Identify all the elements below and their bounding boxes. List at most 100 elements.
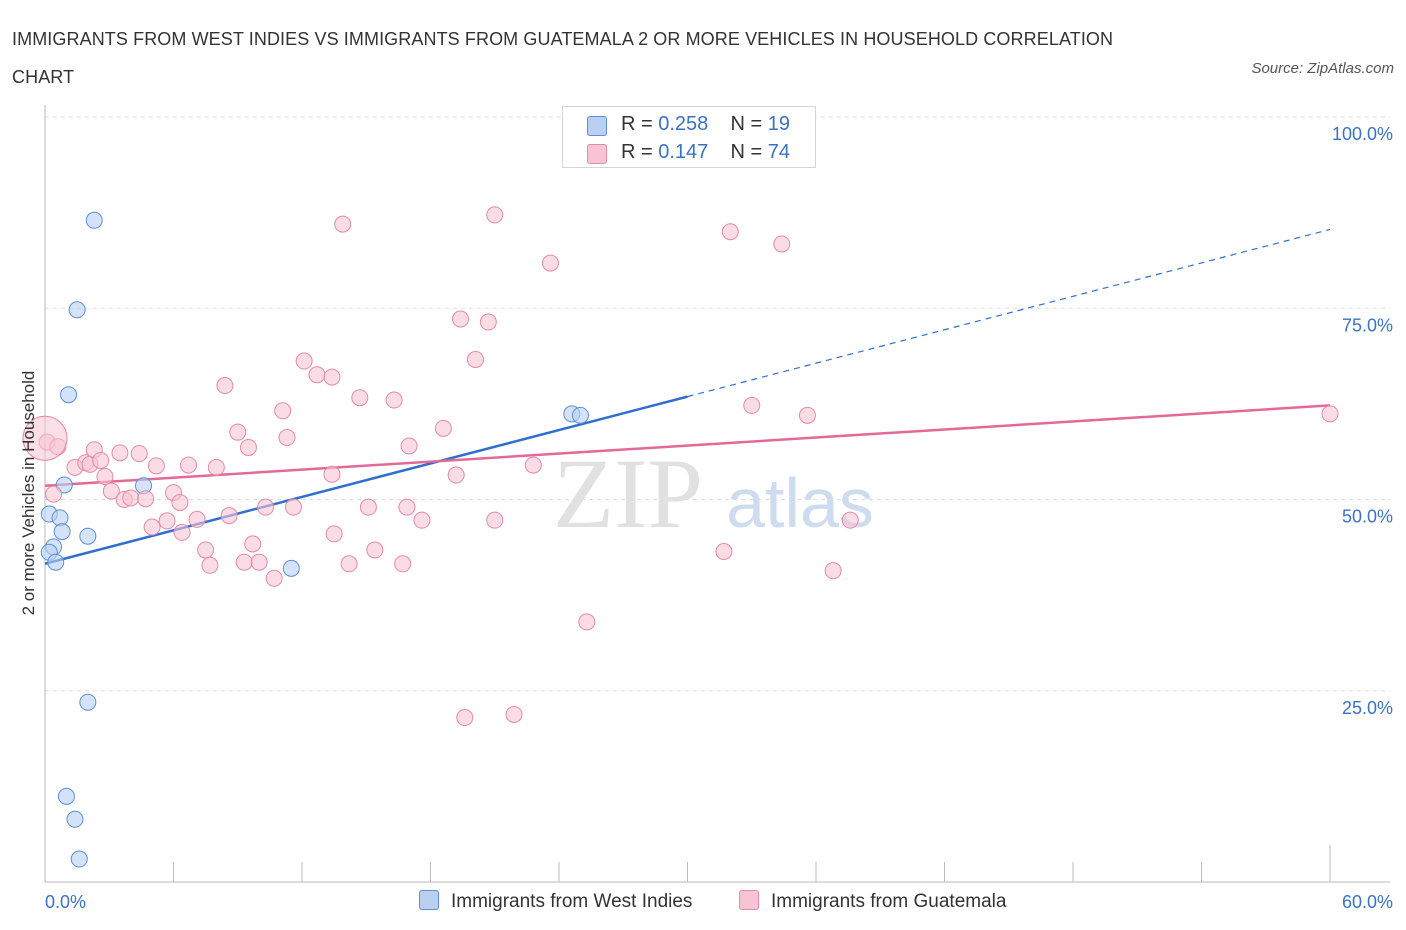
trend-line-west-indies bbox=[44, 395, 688, 565]
point-guatemala bbox=[466, 351, 484, 369]
point-guatemala bbox=[96, 468, 114, 486]
y-tick-label: 100.0% bbox=[1332, 124, 1393, 144]
point-guatemala bbox=[486, 206, 504, 224]
point-guatemala bbox=[541, 254, 559, 272]
point-guatemala bbox=[102, 482, 120, 500]
point-guatemala bbox=[278, 429, 296, 447]
point-guatemala bbox=[147, 457, 165, 475]
series-guatemala bbox=[22, 206, 1339, 727]
point-guatemala bbox=[137, 490, 155, 508]
point-guatemala bbox=[479, 313, 497, 331]
point-guatemala bbox=[798, 406, 816, 424]
legend-n-value: 19 bbox=[767, 113, 791, 135]
point-layer bbox=[22, 206, 1339, 868]
legend-r-label: R = bbox=[621, 141, 653, 163]
legend-r-label: R = bbox=[621, 113, 653, 135]
point-guatemala bbox=[394, 555, 412, 573]
trend-line-west-indies-extension bbox=[687, 228, 1331, 398]
x-tick-label: 0.0% bbox=[45, 892, 86, 912]
point-west-indies bbox=[57, 787, 75, 805]
point-west-indies bbox=[66, 810, 84, 828]
bottom-legend-swatch-blue bbox=[419, 890, 439, 910]
bottom-legend-swatch-pink bbox=[739, 890, 759, 910]
legend-swatch-blue bbox=[587, 116, 607, 136]
legend-r-value: 0.258 bbox=[658, 113, 709, 135]
point-guatemala bbox=[45, 485, 63, 503]
point-guatemala bbox=[171, 494, 189, 512]
point-guatemala bbox=[721, 223, 739, 241]
point-west-indies bbox=[85, 211, 103, 229]
point-guatemala bbox=[235, 553, 253, 571]
point-guatemala bbox=[179, 456, 197, 474]
point-guatemala bbox=[284, 498, 302, 516]
point-guatemala bbox=[229, 423, 247, 441]
watermark: ZIP atlas bbox=[553, 438, 874, 549]
x-tick-label: 60.0% bbox=[1342, 892, 1393, 912]
point-guatemala bbox=[220, 507, 238, 525]
point-guatemala bbox=[188, 510, 206, 528]
point-guatemala bbox=[505, 705, 523, 723]
point-guatemala bbox=[385, 391, 403, 409]
point-guatemala bbox=[323, 368, 341, 386]
point-guatemala bbox=[250, 553, 268, 571]
point-guatemala bbox=[122, 489, 140, 507]
point-west-indies bbox=[68, 301, 86, 319]
point-guatemala bbox=[434, 419, 452, 437]
grid-layer bbox=[45, 116, 1390, 692]
series-west-indies bbox=[40, 211, 589, 868]
y-axis-label: 2 or more Vehicles in Household bbox=[19, 370, 38, 616]
point-guatemala bbox=[257, 498, 275, 516]
point-guatemala bbox=[366, 541, 384, 559]
stats-legend: R = 0.258 N = 19 R = 0.147 N = 74 bbox=[562, 106, 816, 168]
point-guatemala bbox=[578, 613, 596, 631]
point-guatemala bbox=[323, 465, 341, 483]
point-guatemala bbox=[486, 511, 504, 529]
point-west-indies bbox=[282, 559, 300, 577]
point-guatemala bbox=[216, 377, 234, 395]
point-guatemala bbox=[524, 456, 542, 474]
point-guatemala bbox=[351, 389, 369, 407]
point-guatemala bbox=[325, 525, 343, 543]
chart-title: IMMIGRANTS FROM WEST INDIES VS IMMIGRANT… bbox=[12, 29, 1114, 87]
point-guatemala bbox=[244, 535, 262, 553]
point-guatemala bbox=[22, 415, 68, 461]
trend-line-guatemala bbox=[44, 404, 1331, 487]
point-west-indies bbox=[60, 386, 78, 404]
point-west-indies bbox=[79, 527, 97, 545]
point-guatemala bbox=[265, 569, 283, 587]
point-guatemala bbox=[274, 402, 292, 420]
point-guatemala bbox=[173, 523, 191, 541]
point-west-indies bbox=[571, 406, 589, 424]
point-guatemala bbox=[92, 451, 110, 469]
point-west-indies bbox=[53, 523, 71, 541]
trend-layer bbox=[44, 228, 1331, 565]
bottom-legend-label: Immigrants from West Indies bbox=[451, 891, 693, 912]
watermark-atlas: atlas bbox=[726, 464, 874, 542]
point-guatemala bbox=[773, 235, 791, 253]
y-tick-label: 50.0% bbox=[1342, 507, 1393, 527]
point-guatemala bbox=[743, 396, 761, 414]
bottom-legend-label: Immigrants from Guatemala bbox=[771, 891, 1007, 912]
point-guatemala bbox=[239, 438, 257, 456]
legend-r-value: 0.147 bbox=[658, 141, 709, 163]
point-guatemala bbox=[447, 466, 465, 484]
bottom-legend-west-indies: Immigrants from West Indies bbox=[419, 890, 692, 913]
point-guatemala bbox=[1321, 405, 1339, 423]
point-west-indies bbox=[79, 693, 97, 711]
point-guatemala bbox=[201, 556, 219, 574]
point-guatemala bbox=[456, 709, 474, 727]
legend-n-value: 74 bbox=[767, 141, 791, 163]
legend-n-label: N = bbox=[730, 141, 763, 163]
point-west-indies bbox=[70, 850, 88, 868]
point-guatemala bbox=[295, 352, 313, 370]
point-guatemala bbox=[158, 512, 176, 530]
point-guatemala bbox=[413, 511, 431, 529]
point-guatemala bbox=[398, 498, 416, 516]
source-label: Source: ZipAtlas.com bbox=[1251, 60, 1394, 77]
point-guatemala bbox=[841, 511, 859, 529]
point-west-indies bbox=[47, 553, 65, 571]
point-guatemala bbox=[334, 215, 352, 233]
point-guatemala bbox=[111, 444, 129, 462]
legend-n-label: N = bbox=[730, 113, 763, 135]
